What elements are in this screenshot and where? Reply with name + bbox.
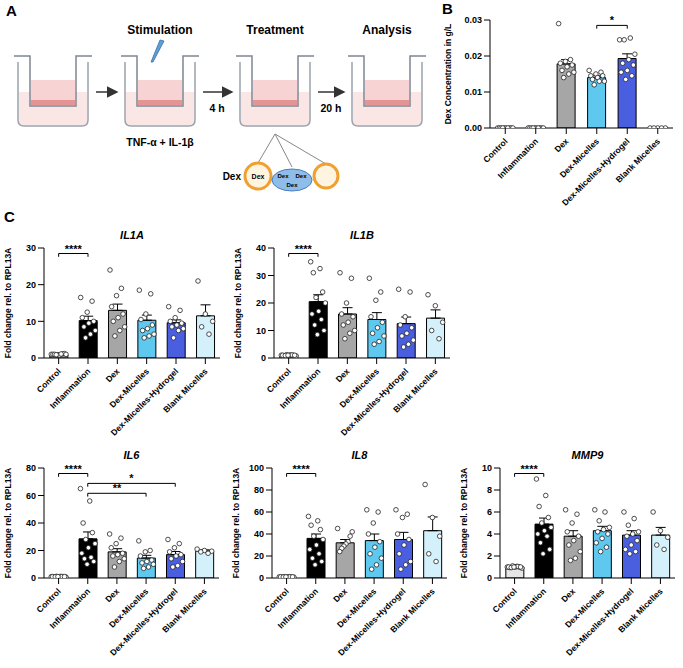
svg-text:Inflammation: Inflammation	[278, 366, 322, 410]
svg-text:Dex: Dex	[559, 586, 577, 604]
svg-text:A: A	[6, 2, 17, 19]
svg-text:0: 0	[31, 573, 36, 583]
svg-text:Control: Control	[262, 586, 290, 614]
svg-text:Control: Control	[34, 366, 62, 394]
svg-text:Blank Micelles: Blank Micelles	[391, 366, 440, 415]
svg-text:Treatment: Treatment	[246, 23, 303, 37]
svg-text:8: 8	[487, 485, 492, 495]
svg-text:Dex-Micelles: Dex-Micelles	[337, 366, 381, 410]
svg-text:10: 10	[482, 463, 492, 473]
svg-text:Dex-Micelles-Hydrogel: Dex-Micelles-Hydrogel	[336, 586, 408, 658]
svg-text:20: 20	[256, 298, 266, 308]
html-text:IL6: IL6	[123, 449, 140, 461]
svg-text:Control: Control	[264, 366, 292, 394]
svg-text:40: 40	[26, 518, 36, 528]
svg-text:Inflammation: Inflammation	[48, 586, 92, 630]
svg-text:100: 100	[249, 463, 264, 473]
svg-text:****: ****	[293, 463, 311, 475]
svg-text:4: 4	[487, 529, 492, 539]
svg-text:Dex-Micelles: Dex-Micelles	[106, 586, 151, 630]
svg-text:Blank Micelles: Blank Micelles	[616, 586, 665, 635]
svg-text:****: ****	[65, 463, 83, 475]
svg-text:80: 80	[254, 485, 264, 495]
svg-text:Dex: Dex	[331, 586, 349, 604]
html-text:IL1B: IL1B	[350, 229, 374, 241]
svg-text:TNF-α + IL-1β: TNF-α + IL-1β	[126, 136, 194, 148]
svg-text:Dex-Micelles-Hydrogel: Dex-Micelles-Hydrogel	[108, 366, 181, 438]
svg-text:60: 60	[26, 491, 36, 501]
svg-text:Dex: Dex	[103, 586, 121, 604]
svg-text:0.03: 0.03	[464, 15, 482, 25]
svg-text:0.01: 0.01	[464, 87, 482, 97]
svg-text:****: ****	[65, 243, 83, 255]
svg-text:0: 0	[31, 353, 36, 363]
svg-text:Dex: Dex	[252, 173, 265, 180]
svg-text:10: 10	[26, 317, 36, 327]
svg-text:0.00: 0.00	[464, 123, 482, 133]
svg-text:Control: Control	[34, 586, 62, 614]
svg-text:Inflammation: Inflammation	[504, 586, 548, 630]
svg-text:Dex: Dex	[552, 136, 570, 154]
svg-text:60: 60	[254, 507, 264, 517]
svg-text:**: **	[113, 482, 122, 494]
svg-text:Dex: Dex	[223, 171, 242, 182]
html-text:B: B	[442, 0, 453, 17]
html-text:MMP9: MMP9	[571, 449, 604, 461]
svg-text:30: 30	[256, 271, 266, 281]
svg-text:Inflammation: Inflammation	[48, 366, 92, 410]
svg-text:Blank Micelles: Blank Micelles	[160, 586, 209, 635]
svg-text:*: *	[129, 472, 134, 484]
svg-text:30: 30	[26, 243, 36, 253]
svg-text:Fold change rel. to RPL13A: Fold change rel. to RPL13A	[3, 248, 13, 359]
svg-text:Dex-Micelles: Dex-Micelles	[334, 586, 379, 630]
svg-text:Blank Micelles: Blank Micelles	[613, 136, 662, 185]
svg-text:20 h: 20 h	[320, 102, 341, 114]
svg-text:Dex: Dex	[103, 366, 121, 384]
svg-text:Dex-Micelles: Dex-Micelles	[562, 586, 607, 630]
svg-text:Control: Control	[490, 586, 518, 614]
svg-text:2: 2	[487, 551, 492, 561]
svg-text:Dex-Micelles-Hydrogel: Dex-Micelles-Hydrogel	[108, 586, 180, 658]
html-text:C: C	[4, 208, 15, 225]
svg-text:****: ****	[521, 463, 539, 475]
svg-text:Analysis: Analysis	[362, 23, 412, 37]
svg-text:Inflammation: Inflammation	[496, 136, 540, 180]
svg-text:20: 20	[254, 551, 264, 561]
svg-text:0.02: 0.02	[464, 51, 482, 61]
svg-text:Fold change rel. to RPL13A: Fold change rel. to RPL13A	[231, 468, 241, 579]
svg-text:Dex: Dex	[277, 173, 289, 179]
svg-text:Fold change rel. to RPL13A: Fold change rel. to RPL13A	[233, 248, 243, 359]
svg-text:10: 10	[256, 326, 266, 336]
svg-text:0: 0	[259, 573, 264, 583]
svg-text:Dex: Dex	[333, 366, 351, 384]
html-text:IL8: IL8	[351, 449, 368, 461]
html-text:IL1A: IL1A	[120, 229, 144, 241]
svg-text:80: 80	[26, 463, 36, 473]
svg-text:40: 40	[256, 243, 266, 253]
svg-text:Stimulation: Stimulation	[127, 23, 192, 37]
svg-text:0: 0	[487, 573, 492, 583]
svg-text:Dex-Micelles-Hydrogel: Dex-Micelles-Hydrogel	[564, 586, 636, 658]
svg-text:Dex: Dex	[286, 182, 298, 188]
svg-text:Dex-Micelles: Dex-Micelles	[557, 136, 601, 180]
svg-text:Dex-Micelles: Dex-Micelles	[107, 366, 151, 410]
svg-text:Dex-Micelles-Hydrogel: Dex-Micelles-Hydrogel	[560, 136, 632, 208]
svg-text:Inflammation: Inflammation	[276, 586, 320, 630]
svg-text:4 h: 4 h	[209, 102, 224, 114]
svg-text:Blank Micelles: Blank Micelles	[161, 366, 210, 415]
svg-text:Dex: Dex	[295, 173, 307, 179]
svg-text:Blank Micelles: Blank Micelles	[388, 586, 437, 635]
svg-text:Fold change rel. to RPL13A: Fold change rel. to RPL13A	[3, 468, 13, 579]
svg-text:40: 40	[254, 529, 264, 539]
svg-text:Control: Control	[481, 136, 509, 164]
svg-text:0: 0	[261, 353, 266, 363]
svg-text:Dex Concentration in g/L: Dex Concentration in g/L	[443, 24, 453, 125]
svg-text:*: *	[610, 14, 615, 26]
svg-text:20: 20	[26, 546, 36, 556]
svg-text:****: ****	[295, 243, 313, 255]
svg-text:20: 20	[26, 280, 36, 290]
svg-text:Fold change rel. to RPL13A: Fold change rel. to RPL13A	[459, 468, 469, 579]
svg-text:Dex-Micelles-Hydrogel: Dex-Micelles-Hydrogel	[338, 366, 411, 438]
svg-text:6: 6	[487, 507, 492, 517]
